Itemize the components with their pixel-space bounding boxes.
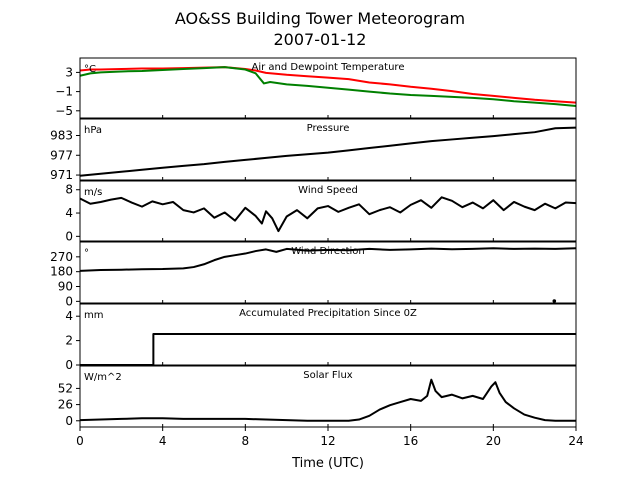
- panel-3: 0 4 8 Wind Speed m/s: [65, 180, 577, 243]
- panel-3-series-1: [79, 196, 577, 233]
- panel-4-unit: °: [84, 248, 89, 259]
- x-tick-label: 8: [242, 434, 250, 448]
- panel-1-series-1: [79, 66, 577, 104]
- x-tick-label: 20: [486, 434, 501, 448]
- panel-1-ytick-label: −1: [55, 85, 73, 99]
- panel-1-ytick-label: −5: [55, 104, 73, 118]
- panel-5-ytick-label: 2: [65, 334, 73, 348]
- panel-2-ytick-label: 977: [50, 148, 73, 162]
- panel-1-unit: °C: [84, 64, 96, 75]
- x-axis: 0 4 8 12 16 20 24: [76, 427, 584, 448]
- panel-2-title: Pressure: [307, 123, 350, 134]
- panel-1-series-2: [79, 66, 577, 107]
- panel-6-ytick-label: 0: [65, 414, 73, 428]
- panel-4-ytick-label: 90: [58, 280, 73, 294]
- panel-4-ytick-label: 270: [50, 250, 73, 264]
- panel-4-ytick-label: 0: [65, 294, 73, 308]
- panel-4-title: Wind Direction: [291, 246, 365, 257]
- x-tick-label: 16: [403, 434, 418, 448]
- panel-3-ytick-label: 8: [65, 183, 73, 197]
- panel-4-series-1: [79, 247, 577, 272]
- panel-6-ytick-label: 26: [58, 398, 73, 412]
- panel-5-ytick-label: 0: [65, 358, 73, 372]
- panel-6-title: Solar Flux: [303, 370, 353, 381]
- panel-6-ytick-label: 52: [58, 381, 73, 395]
- x-tick-label: 4: [159, 434, 167, 448]
- figure-title-line2: 2007-01-12: [274, 30, 367, 49]
- panel-5-ytick-label: 4: [65, 309, 73, 323]
- panel-5-title: Accumulated Precipitation Since 0Z: [239, 308, 417, 319]
- panel-1-title: Air and Dewpoint Temperature: [252, 62, 405, 73]
- panels-group: −5−13 Air and Dewpoint Temperature°C97197…: [50, 57, 577, 428]
- panel-5-series-1: [80, 333, 576, 366]
- panel-2-series-1: [79, 126, 577, 177]
- panel-3-ytick-label: 4: [65, 206, 73, 220]
- panel-5-unit: mm: [84, 310, 103, 321]
- panel-5: 0 2 4 Accumulated Precipitation Since 0Z mm: [65, 303, 577, 372]
- x-tick-label: 12: [320, 434, 335, 448]
- panel-2-unit: hPa: [84, 125, 102, 136]
- panel-2-ytick-label: 971: [50, 168, 73, 182]
- x-tick-label: 0: [76, 434, 84, 448]
- figure-title-line1: AO&SS Building Tower Meteorogram: [175, 9, 465, 28]
- panel-1: −5 −1 3 Air and Dewpoint Temperature °C: [55, 57, 577, 119]
- panel-2: 971 977 983 Pressure hPa: [50, 118, 577, 182]
- panel-6-unit: W/m^2: [84, 372, 122, 383]
- panel-4-point: [552, 299, 557, 303]
- panel-3-ytick-label: 0: [65, 229, 73, 243]
- x-tick-label: 24: [568, 434, 583, 448]
- panel-3-unit: m/s: [84, 187, 102, 198]
- panel-3-title: Wind Speed: [298, 185, 358, 196]
- panel-6-series-1: [79, 378, 576, 422]
- panel-4-ytick-label: 180: [50, 265, 73, 279]
- panel-6: 0 26 52 Solar Flux W/m^2: [58, 365, 577, 428]
- panel-1-ytick-label: 3: [65, 65, 73, 79]
- x-axis-label: Time (UTC): [291, 456, 364, 471]
- panel-2-ytick-label: 983: [50, 128, 73, 142]
